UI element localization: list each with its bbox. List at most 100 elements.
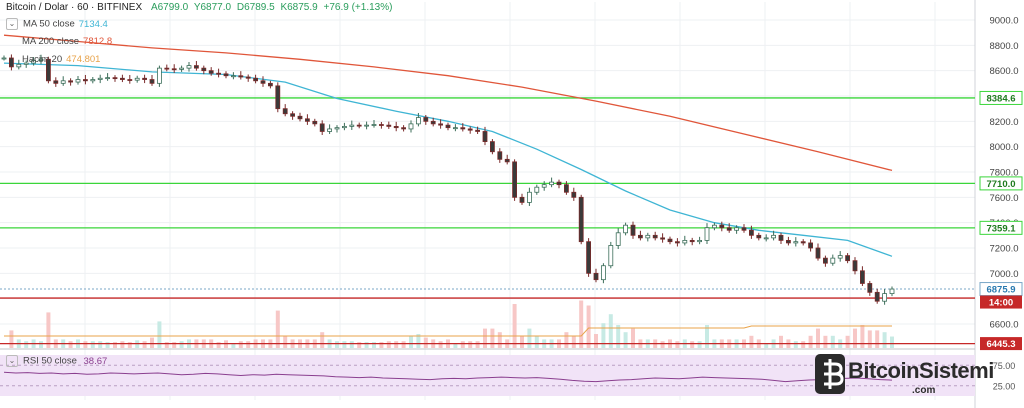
volume-bar [216, 342, 221, 348]
candle-body [53, 80, 59, 84]
volume-bar [150, 337, 154, 348]
candle-body [638, 234, 643, 239]
candle-body [430, 120, 436, 125]
candle-body [8, 57, 14, 68]
candle-body [741, 227, 747, 231]
level-tag-bg [980, 91, 1022, 105]
candle-body [667, 238, 673, 243]
candle-body [601, 265, 606, 281]
candle-body [749, 229, 754, 236]
candle-body [408, 123, 414, 130]
volume-bar [283, 335, 288, 348]
volume-bar [342, 341, 347, 348]
candle-body [164, 67, 170, 70]
volume-bar [98, 341, 103, 348]
close-value: K6875.9 [280, 2, 318, 13]
volume-bar [379, 342, 384, 348]
candle-body [630, 224, 636, 236]
candle-body [371, 124, 377, 126]
candle-body [186, 65, 192, 69]
rsi-indicator-label[interactable]: ⌄ RSI 50 close 38.67 [6, 355, 107, 367]
y-tick-label: 8800.0 [989, 41, 1018, 52]
candle-body [786, 239, 791, 244]
candle-body [393, 126, 399, 129]
candle-body [541, 184, 547, 188]
candle-body [867, 283, 873, 293]
level-tag: 7710.0 [986, 179, 1015, 190]
volume-bar [512, 304, 517, 348]
level-tag-border [979, 176, 1023, 191]
candle-body [304, 118, 310, 122]
candle-body [504, 158, 510, 163]
candle-body [756, 234, 762, 239]
candle-body [142, 77, 148, 80]
volume-bar [238, 341, 243, 348]
volume-bar [860, 325, 865, 348]
volume-bar [460, 341, 465, 348]
indicator-ma200[interactable]: MA 200 close 7812.8 [6, 36, 112, 47]
y-tick-label: 6600.0 [989, 320, 1018, 331]
low-value: D6789.5 [236, 2, 275, 13]
candle-body [208, 70, 214, 74]
candle-body [704, 227, 710, 241]
candle-body [31, 60, 37, 64]
candle-body [253, 77, 259, 82]
candle-body [112, 77, 118, 80]
ohlc-values: A6799.0 Y6877.0 D6789.5 K6875.9 +76.9 (+… [151, 2, 396, 13]
volume-bar [142, 341, 147, 348]
candle-body [527, 191, 532, 203]
symbol-label: Bitcoin / Dolar · 60 · BITFINEX [6, 2, 143, 13]
chevron-down-icon[interactable]: ⌄ [6, 18, 18, 30]
volume-bar [616, 325, 621, 348]
candle-body [815, 247, 821, 259]
last-price-tag: 6875.9 [986, 285, 1015, 296]
volume-bar [631, 328, 635, 348]
volume-bar [83, 341, 88, 348]
candle-body [623, 224, 628, 234]
candle-body [438, 123, 444, 126]
volume-bar [246, 341, 251, 348]
candle-body [615, 232, 621, 246]
candle-body [512, 161, 517, 198]
volume-bar [39, 341, 43, 348]
candle-body [578, 196, 584, 243]
candle-body [882, 293, 887, 302]
indicator-value: 7134.4 [78, 18, 108, 30]
volume-bar [453, 343, 458, 348]
y-tick-label: 9000.0 [989, 16, 1018, 27]
candle-body [719, 224, 725, 229]
y-tick-label: 7800.0 [989, 168, 1018, 179]
bitcoinsistemi-logo [815, 354, 845, 394]
volume-bar [564, 332, 569, 348]
volume-bar [853, 328, 857, 348]
volume-bar [475, 341, 480, 348]
volume-bar [808, 335, 813, 348]
candle-body [216, 72, 222, 75]
volume-bar [875, 330, 880, 348]
y-tick-label: 8200.0 [989, 117, 1018, 128]
candle-body [327, 128, 333, 132]
candle-body [734, 227, 739, 231]
candle-body [1, 57, 7, 60]
y-tick-label: 8600.0 [989, 66, 1018, 77]
candle-body [193, 65, 199, 69]
chevron-down-icon[interactable]: ⌄ [6, 355, 18, 367]
volume-bar [749, 335, 754, 348]
indicator-volume[interactable]: Hacim 20 474.801 [6, 54, 100, 65]
level-tag-bg [980, 176, 1022, 190]
candle-body [156, 67, 162, 84]
candle-body [238, 75, 244, 78]
volume-bar [394, 341, 399, 348]
volume-bar [157, 321, 162, 348]
volume-bar [793, 341, 798, 348]
volume-bar [594, 334, 598, 348]
volume-bar [231, 343, 236, 348]
indicator-ma50[interactable]: ⌄ MA 50 close 7134.4 [6, 18, 108, 30]
candle-body [771, 234, 776, 239]
rsi-tick-label: 25.00 [993, 381, 1016, 391]
candle-body [830, 257, 836, 264]
volume-bar [468, 341, 473, 348]
candle-body [800, 241, 806, 244]
candle-body [23, 62, 29, 65]
